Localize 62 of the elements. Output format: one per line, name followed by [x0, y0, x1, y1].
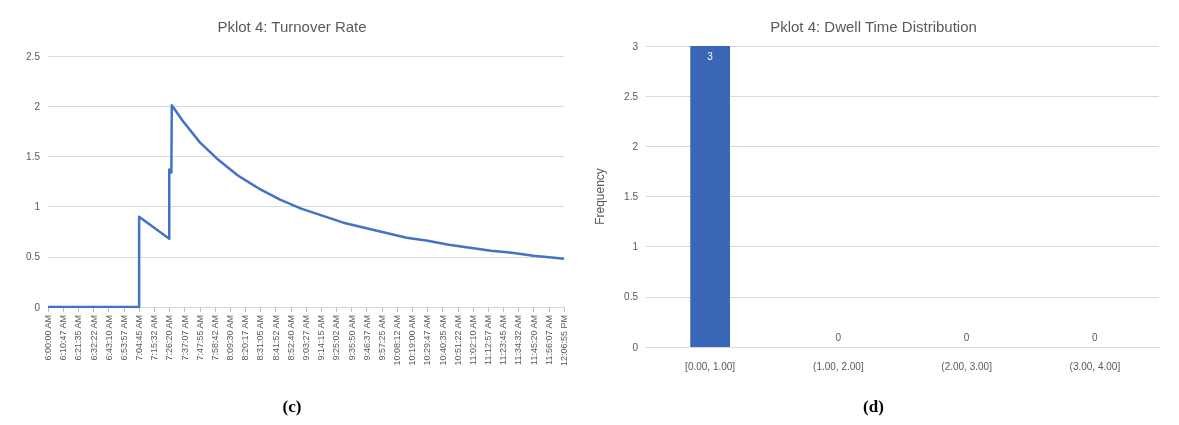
y-tick-label: 0.5	[624, 291, 639, 303]
x-tick-label: 12:06:55 PM	[559, 315, 569, 367]
x-tick-label: 7:37:07 AM	[179, 315, 190, 361]
x-tick-label: 7:47:55 AM	[194, 315, 205, 361]
x-tick-label: 8:09:30 AM	[225, 315, 236, 361]
x-tick-label: 11:02:10 AM	[467, 315, 478, 365]
x-tick-label: 11:56:07 AM	[543, 315, 554, 365]
x-tick-label: 6:53:57 AM	[118, 315, 129, 361]
x-tick-label: 9:57:25 AM	[376, 315, 387, 361]
x-tick-label: 8:41:52 AM	[270, 315, 281, 361]
data-label: 0	[1092, 331, 1099, 343]
y-tick-label: 0.5	[26, 251, 41, 263]
line-series	[46, 103, 566, 309]
x-tick-label: 9:25:02 AM	[331, 315, 342, 361]
x-tick-label: 9:03:27 AM	[300, 315, 311, 361]
x-tick-label: (3.00, 4.00]	[1069, 360, 1121, 372]
x-tick-label: 11:34:32 AM	[513, 315, 524, 365]
data-label: 0	[963, 331, 970, 343]
y-tick-label: 1.5	[624, 191, 639, 202]
x-tick-label: 8:20:17 AM	[240, 315, 251, 361]
y-tick-label: 2	[632, 140, 639, 152]
text: (d)	[863, 397, 884, 416]
x-tick-label: 9:35:50 AM	[346, 315, 357, 361]
x-tick-label: (1.00, 2.00]	[813, 360, 864, 372]
y-tick-label: 1	[34, 201, 41, 213]
data-label: 0	[835, 331, 842, 343]
x-tick-label: 6:43:10 AM	[103, 315, 114, 361]
x-tick-label: 6:00:00 AM	[43, 315, 53, 361]
y-tick-label: 1.5	[26, 150, 41, 162]
y-tick-label: 2.5	[26, 50, 41, 62]
x-tick-label: 7:15:32 AM	[149, 315, 160, 361]
x-tick-label: 8:52:40 AM	[285, 315, 296, 361]
x-tick-label: 11:45:20 AM	[528, 315, 539, 365]
x-tick-label: 10:08:12 AM	[392, 315, 403, 366]
x-tick-label: 6:10:47 AM	[58, 315, 69, 361]
x-tick-label: 11:23:45 AM	[498, 315, 509, 365]
data-label: 3	[707, 50, 714, 62]
x-tick-label: 8:31:05 AM	[255, 315, 266, 361]
x-tick-label: 9:46:37 AM	[361, 315, 372, 361]
chart-title: Pklot 4: Turnover Rate	[217, 18, 367, 35]
x-tick-label: 7:58:42 AM	[209, 315, 220, 361]
x-tick-label: 10:51:22 AM	[452, 315, 463, 366]
x-tick-label: [0.00, 1.00]	[685, 360, 736, 372]
y-tick-label: 1	[632, 241, 639, 253]
chart-title: Pklot 4: Dwell Time Distribution	[770, 18, 977, 35]
x-tick-label: 11:12:57 AM	[483, 315, 494, 365]
x-tick-label: 7:04:45 AM	[134, 315, 145, 361]
y-axis-title: Frequency	[593, 168, 607, 225]
y-tick-label: 0	[632, 341, 639, 353]
x-tick-label: 9:14:15 AM	[316, 315, 327, 361]
y-tick-label: 3	[632, 40, 639, 52]
y-tick-label: 2	[34, 100, 41, 112]
x-tick-label: 7:26:20 AM	[164, 315, 175, 361]
x-tick-label: (2.00, 3.00]	[941, 360, 993, 372]
x-tick-label: 10:40:35 AM	[437, 315, 448, 366]
x-tick-label: 10:19:00 AM	[407, 315, 418, 366]
y-tick-label: 0	[34, 301, 41, 313]
x-tick-label: 6:21:35 AM	[73, 315, 84, 361]
x-tick-label: 10:29:47 AM	[422, 315, 433, 366]
y-tick-label: 2.5	[624, 90, 639, 102]
text: (c)	[282, 397, 302, 416]
x-tick-label: 6:32:22 AM	[88, 315, 99, 361]
